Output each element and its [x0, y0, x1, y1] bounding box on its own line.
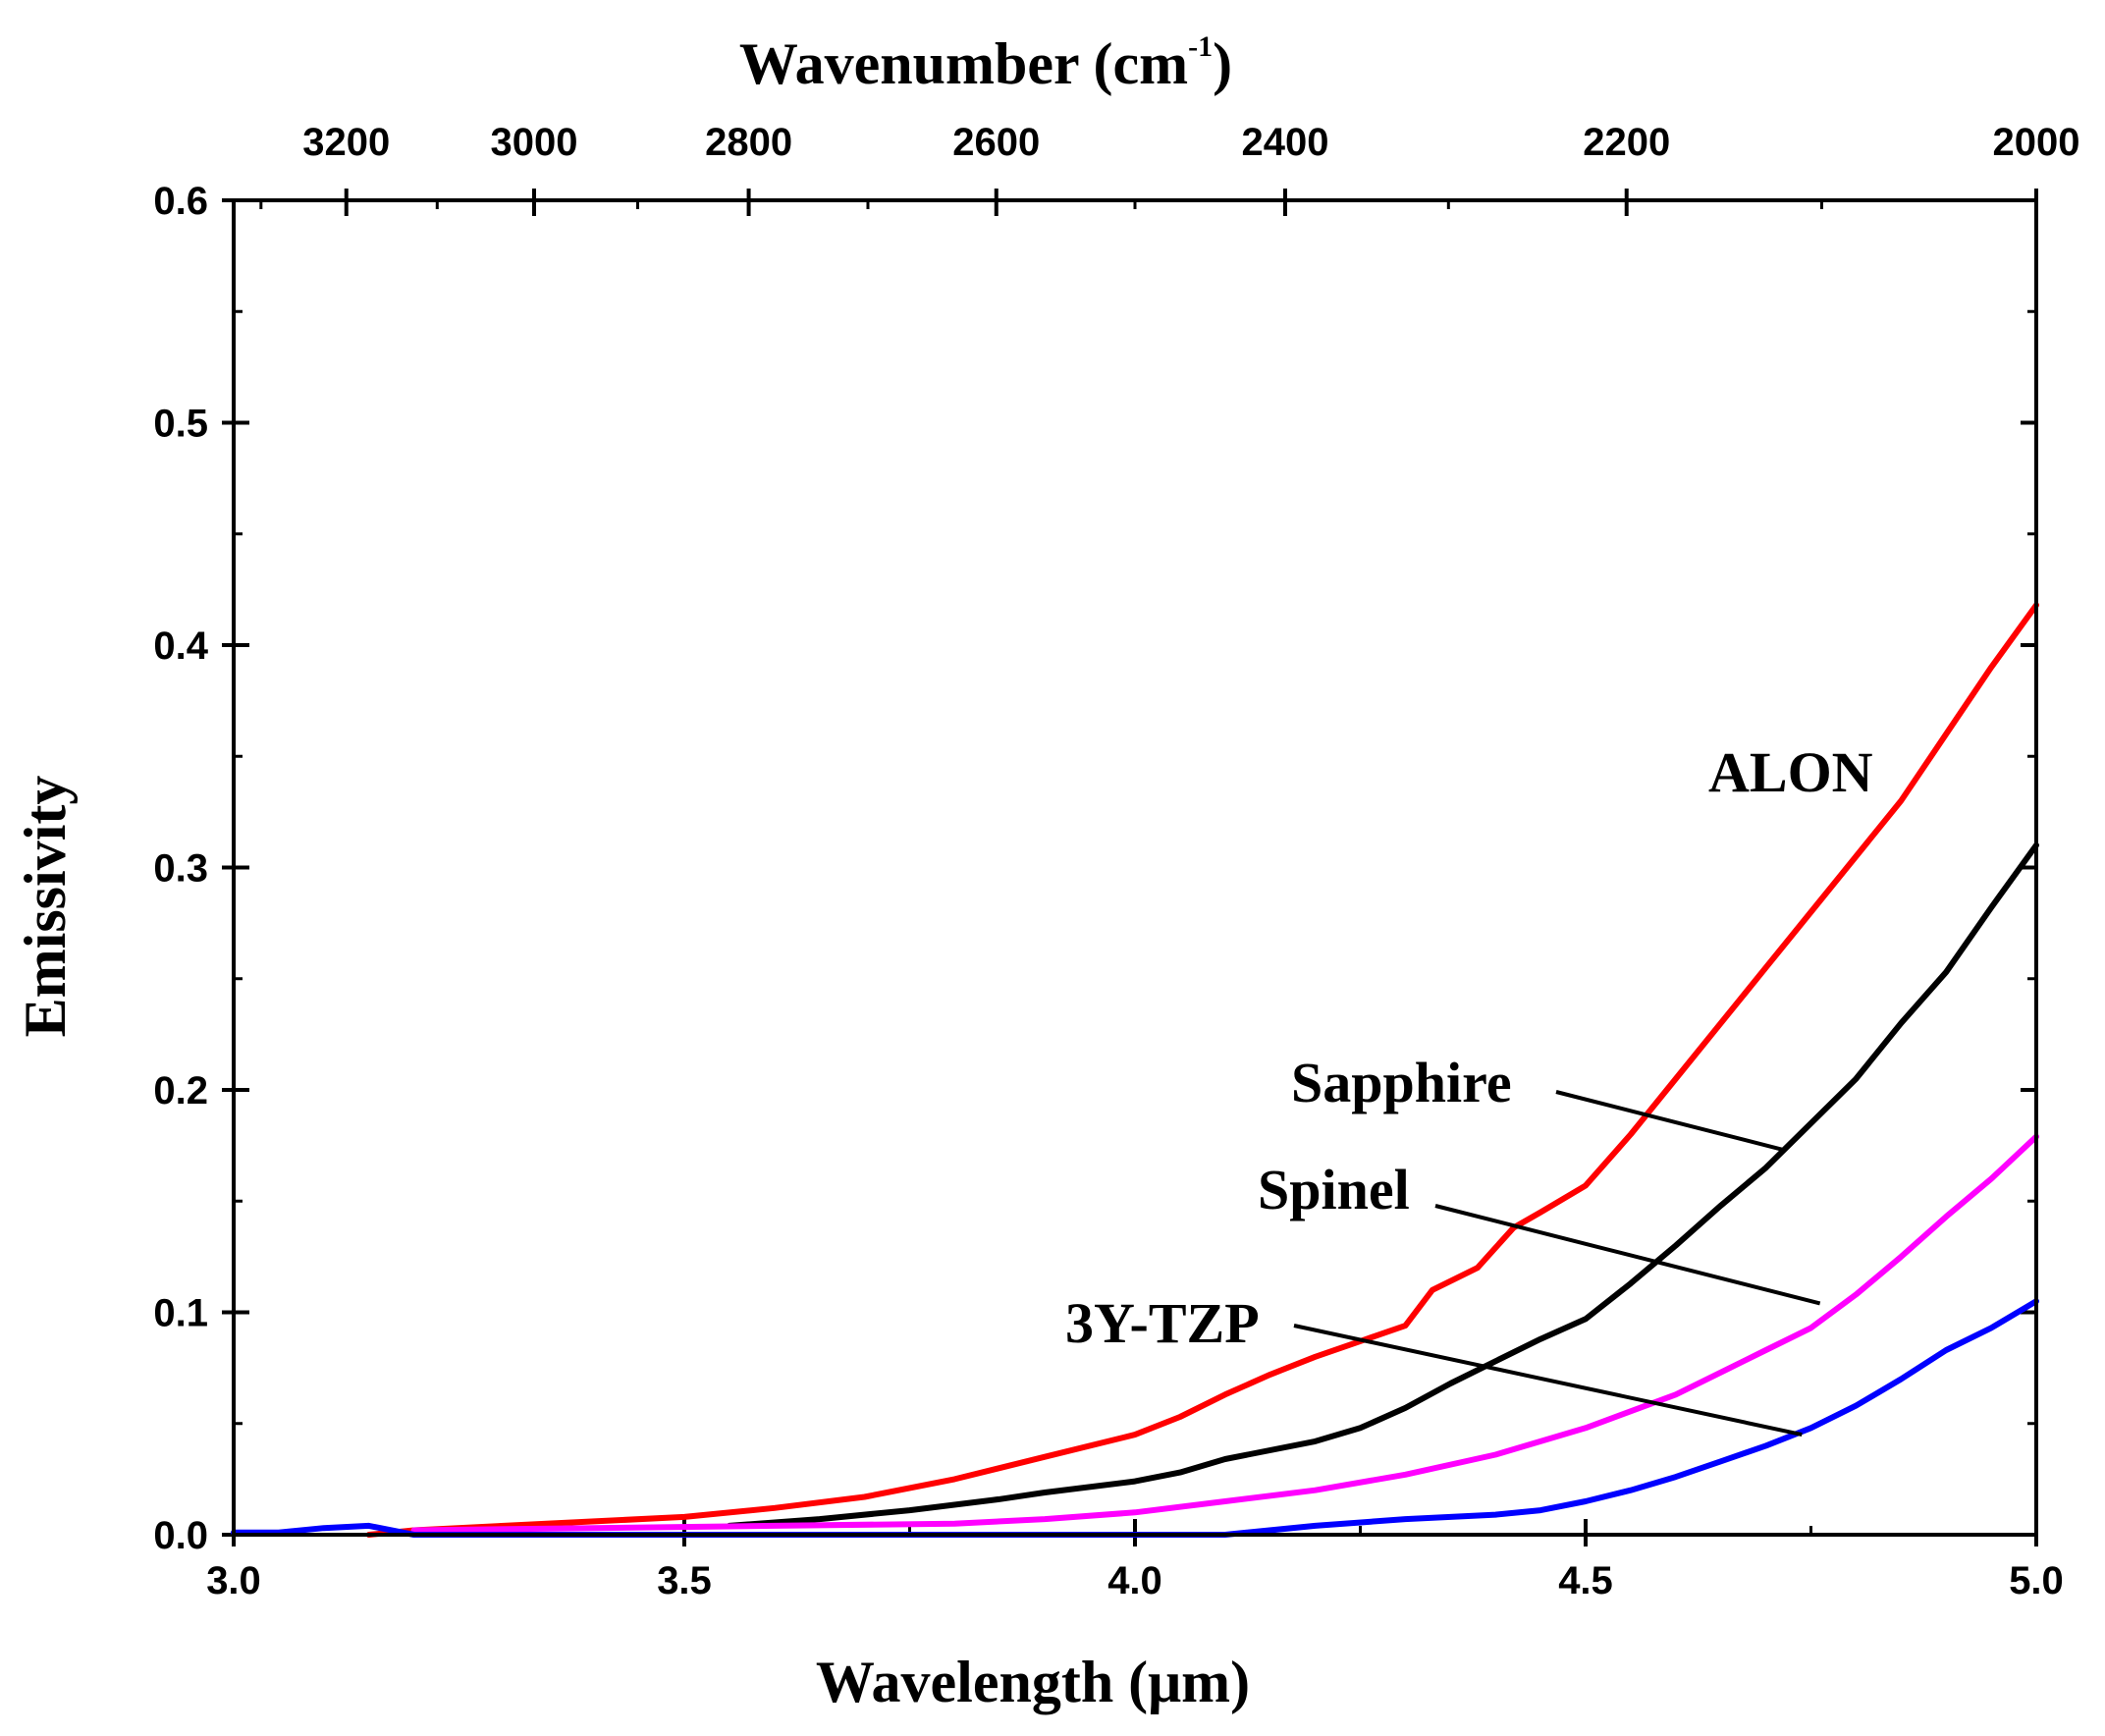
x-tick-label: 4.5	[1558, 1559, 1613, 1602]
top-tick-label: 3200	[302, 121, 390, 164]
series-line-sapphire	[726, 841, 2039, 1529]
annotation-leader-spinel	[1434, 1204, 1821, 1306]
y-tick-label: 0.6	[153, 180, 208, 223]
y-tick-label: 0.5	[153, 403, 208, 446]
top-tick-label: 2200	[1583, 121, 1670, 164]
annotation-leader-sapphire	[1555, 1090, 1785, 1153]
annotation-label-sapphire: Sapphire	[1291, 1051, 1512, 1114]
y-tick-label: 0.4	[153, 624, 208, 668]
top-tick-label: 2000	[1993, 121, 2080, 164]
x-tick-label: 3.0	[206, 1559, 261, 1602]
annotations-layer: ALON Sapphire Spinel 3Y-TZP	[1065, 740, 1873, 1438]
ticks-layer: 0.0 0.1 0.2 0.3 0.4 0.5 0.6 3.0 3.5 4.0 4.5 5.0 3200…	[153, 121, 2079, 1602]
y-axis-title: Emissivity	[13, 776, 78, 1038]
x-tick-label: 5.0	[2009, 1559, 2064, 1602]
plot-frame	[232, 198, 2038, 1537]
annotation-label-3y-tzp: 3Y-TZP	[1065, 1291, 1260, 1355]
y-tick-label: 0.1	[153, 1292, 208, 1335]
top-tick-label: 2800	[705, 121, 792, 164]
annotation-leader-3y-tzp	[1293, 1324, 1803, 1438]
series-line-spinel	[410, 1133, 2039, 1534]
x-tick-label: 3.5	[657, 1559, 712, 1602]
top-axis-title: Wavenumber (cm-1)	[739, 30, 1232, 96]
series-line-alon	[365, 602, 2039, 1538]
y-tick-label: 0.0	[153, 1514, 208, 1557]
x-axis-title: Wavelength (μm)	[816, 1650, 1250, 1714]
top-axis-title-superscript: -1	[1188, 30, 1213, 63]
top-tick-label: 2600	[952, 121, 1040, 164]
top-tick-label: 3000	[491, 121, 578, 164]
top-tick-label: 2400	[1242, 121, 1329, 164]
annotation-label-alon: ALON	[1708, 740, 1873, 804]
x-tick-label: 4.0	[1107, 1559, 1162, 1602]
y-tick-label: 0.2	[153, 1069, 208, 1112]
annotation-label-spinel: Spinel	[1258, 1158, 1410, 1221]
y-tick-label: 0.3	[153, 847, 208, 891]
top-axis-title-close: )	[1213, 31, 1232, 96]
top-axis-title-base: Wavenumber (cm	[739, 31, 1188, 96]
